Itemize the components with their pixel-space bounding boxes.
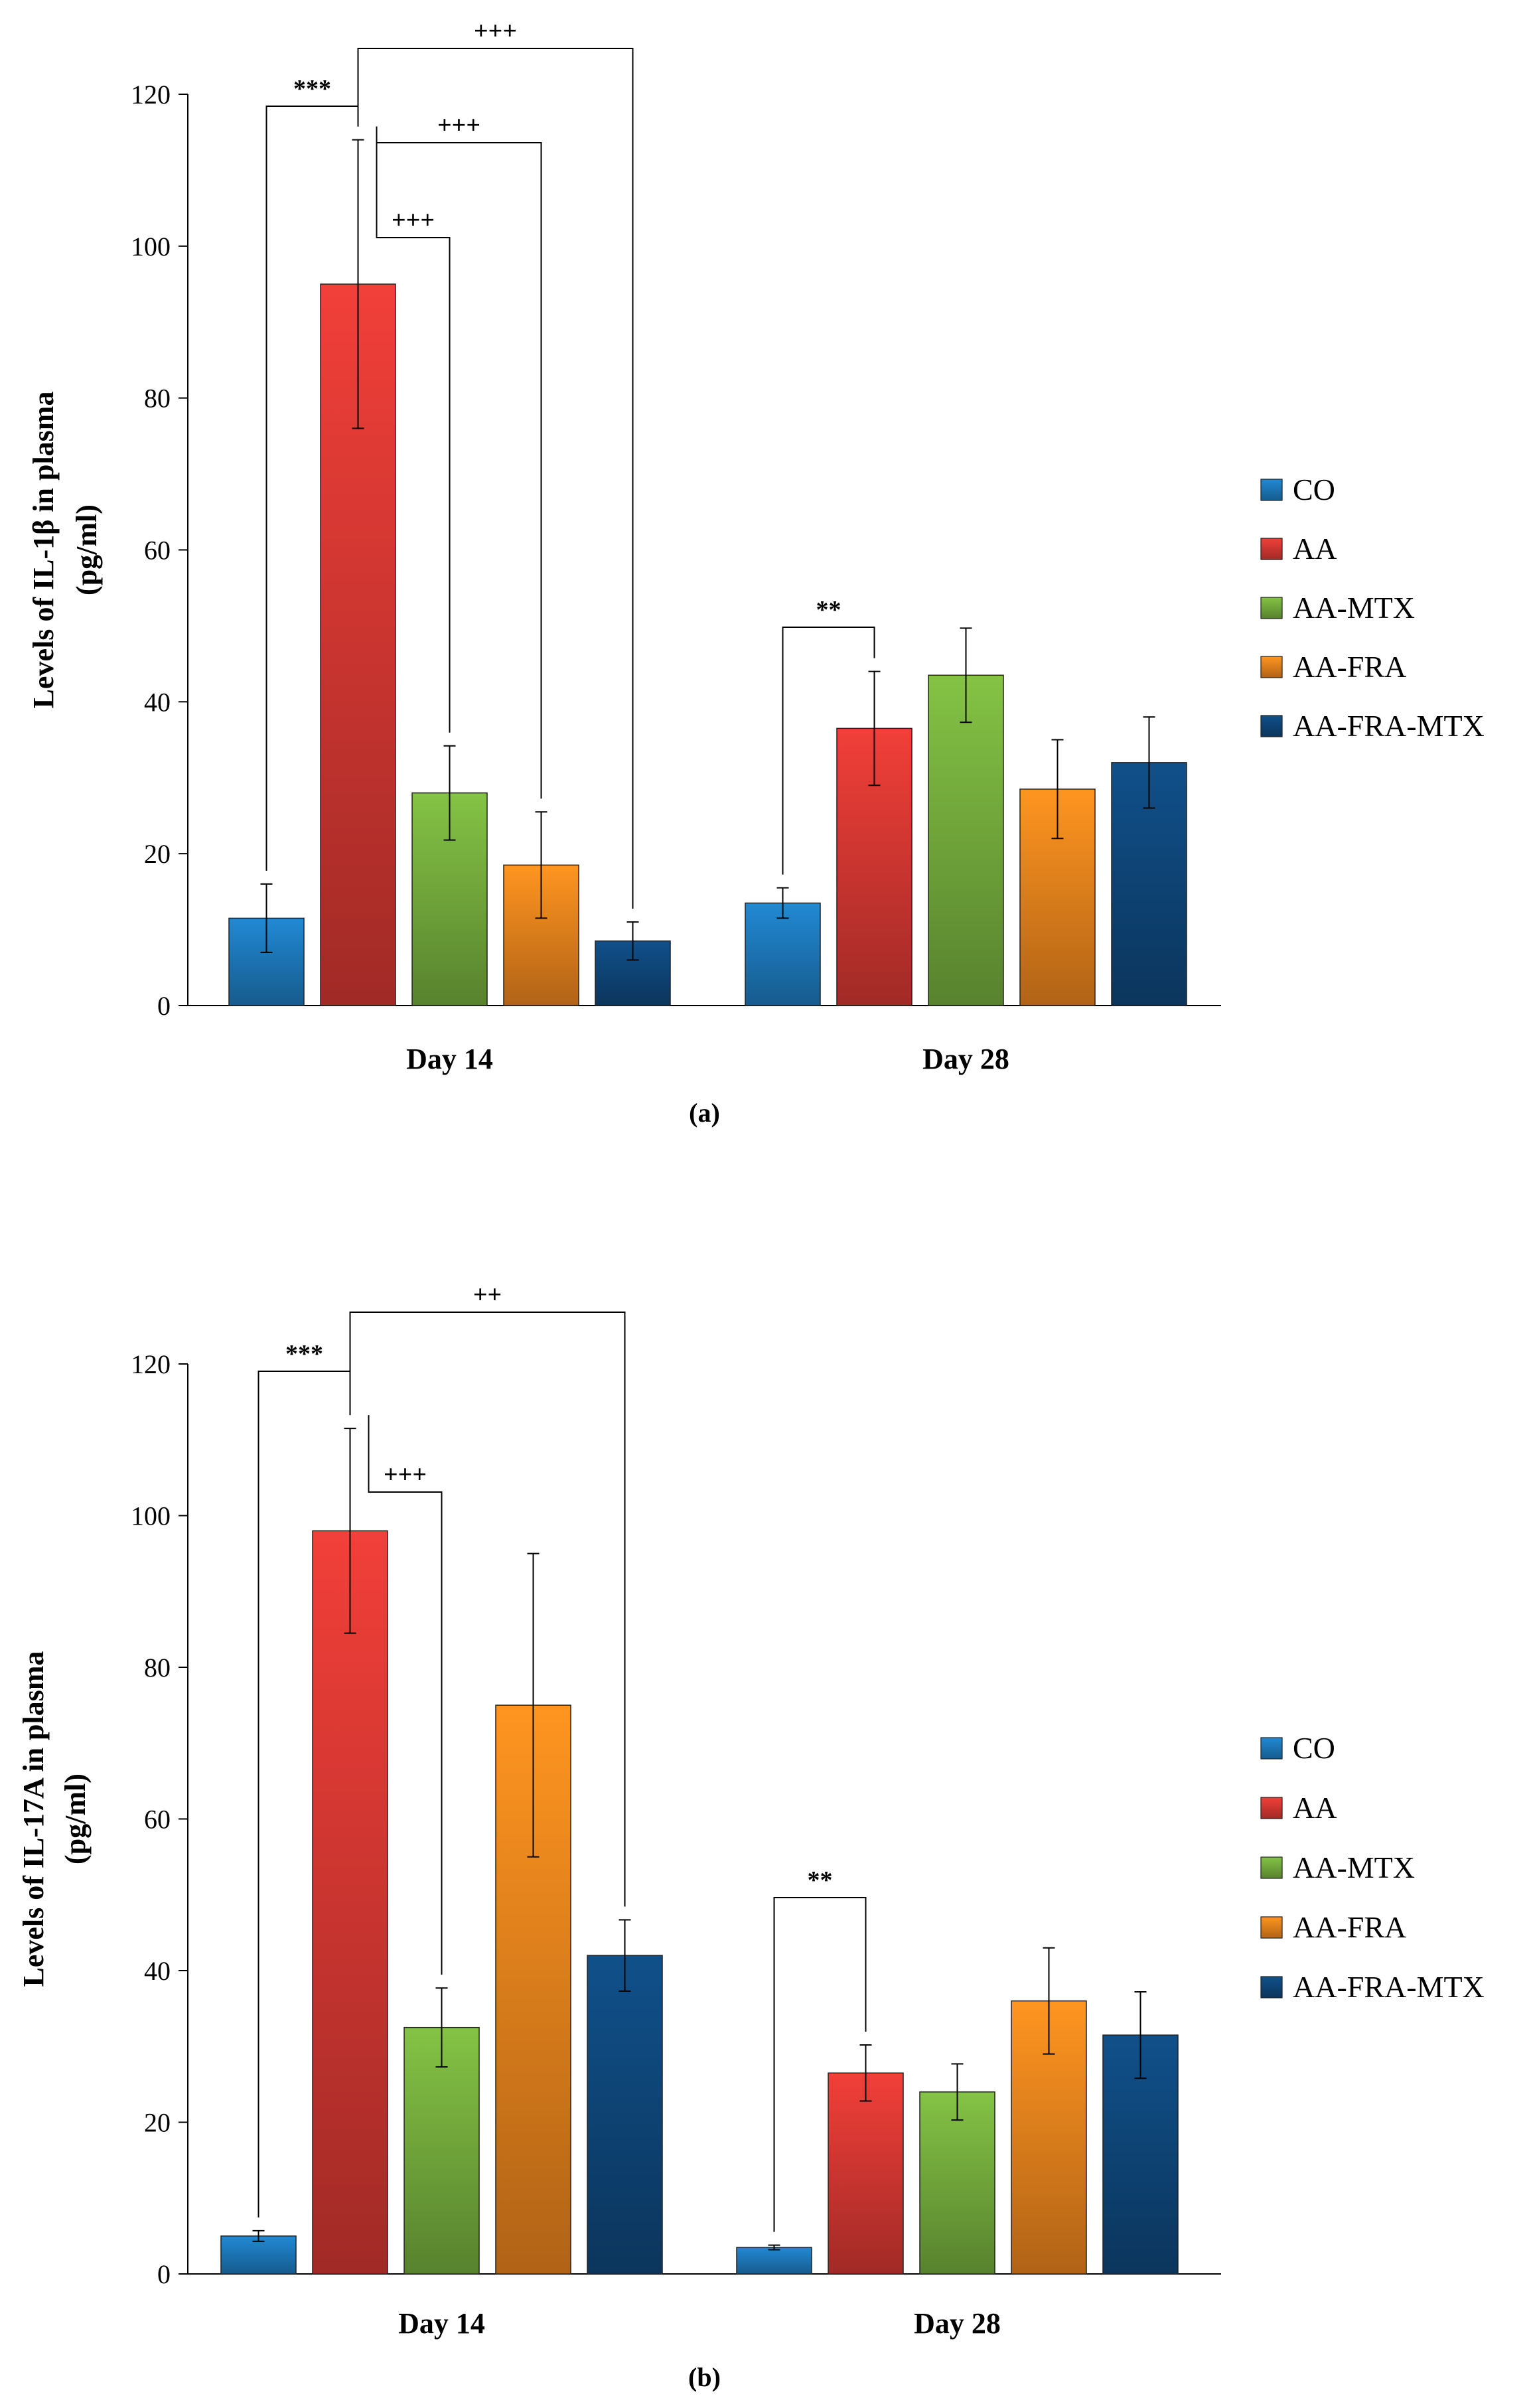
y-tick-label: 80 [144, 1653, 171, 1683]
legend-label-co: CO [1293, 1731, 1335, 1765]
y-tick-label: 20 [144, 2108, 171, 2138]
panel-label: (b) [688, 2362, 721, 2392]
legend-swatch-aa-fra [1260, 656, 1283, 678]
bar-aa-fra-mtx-day-14 [587, 1955, 663, 2275]
bar-aa-day-28 [828, 2072, 904, 2275]
y-tick-label: 40 [144, 687, 171, 717]
chart-panel-a: 0 20 40 60 80 100 120 Levels of IL-1β in plasma… [27, 17, 1485, 1128]
x-category-label: Day 14 [398, 2307, 485, 2340]
y-tick-label: 0 [157, 2259, 171, 2289]
legend-label-aa: AA [1293, 1791, 1337, 1825]
y-axis-unit: (pg/ml) [70, 504, 103, 595]
significance-label: *** [285, 1340, 323, 1368]
legend-swatch-aa [1260, 1797, 1283, 1819]
y-tick-label: 20 [144, 839, 171, 869]
significance-label: *** [293, 75, 331, 103]
significance-label: +++ [474, 17, 517, 45]
x-category-label: Day 28 [914, 2307, 1001, 2340]
x-category-label: Day 28 [922, 1043, 1009, 1075]
legend-swatch-aa-fra [1260, 1916, 1283, 1939]
significance-bracket [376, 126, 451, 733]
significance-label: +++ [392, 206, 435, 234]
y-tick-label: 120 [131, 1349, 171, 1379]
bar-aa-day-14 [312, 1530, 388, 2275]
y-axis-title: Levels of IL-17A in plasma [17, 1651, 50, 1987]
bar-co-day-28 [745, 902, 821, 1006]
bar-aa-mtx-day-28 [928, 674, 1004, 1006]
legend-swatch-aa-fra-mtx [1260, 1976, 1283, 1998]
legend-swatch-aa-mtx [1260, 1856, 1283, 1879]
significance-label: ** [808, 1866, 833, 1894]
legend-label-aa-fra: AA-FRA [1293, 650, 1406, 684]
legend-label-aa-fra-mtx: AA-FRA-MTX [1293, 709, 1485, 743]
legend-label-aa-mtx: AA-MTX [1293, 591, 1415, 625]
significance-bracket [349, 1312, 626, 1907]
bar-aa-mtx-day-28 [919, 2091, 995, 2275]
y-tick-label: 40 [144, 1956, 171, 1986]
x-category-label: Day 14 [406, 1043, 493, 1075]
y-axis-title: Levels of IL-1β in plasma [27, 392, 60, 709]
legend-label-co: CO [1293, 473, 1335, 506]
bar-co-day-28 [736, 2247, 812, 2275]
legend-swatch-co [1260, 1737, 1283, 1760]
legend-label-aa-fra-mtx: AA-FRA-MTX [1293, 1970, 1485, 2004]
y-tick-label: 100 [131, 1501, 171, 1531]
legend-swatch-co [1260, 479, 1283, 501]
significance-bracket [357, 48, 634, 909]
y-tick-label: 60 [144, 536, 171, 565]
legend-swatch-aa-fra-mtx [1260, 715, 1283, 737]
significance-label: ** [816, 596, 841, 624]
bar-aa-mtx-day-14 [403, 2026, 480, 2275]
legend-label-aa: AA [1293, 532, 1337, 565]
significance-bracket [782, 627, 875, 875]
significance-label: +++ [437, 112, 480, 139]
y-tick-label: 80 [144, 384, 171, 414]
y-tick-label: 120 [131, 80, 171, 110]
significance-label: ++ [473, 1281, 502, 1309]
y-tick-label: 60 [144, 1805, 171, 1835]
legend-label-aa-mtx: AA-MTX [1293, 1850, 1415, 1884]
y-tick-label: 100 [131, 232, 171, 262]
y-tick-label: 0 [157, 991, 171, 1021]
panel-label: (a) [689, 1098, 720, 1128]
y-axis-unit: (pg/ml) [59, 1773, 92, 1864]
legend-label-aa-fra: AA-FRA [1293, 1910, 1406, 1944]
significance-bracket [773, 1897, 867, 2232]
chart-panel-b: 0 20 40 60 80 100 120 Levels of IL-17A in plasm… [17, 1281, 1485, 2392]
significance-label: +++ [384, 1461, 427, 1489]
legend-swatch-aa-mtx [1260, 597, 1283, 619]
significance-bracket [368, 1415, 443, 1975]
legend-swatch-aa [1260, 538, 1283, 560]
